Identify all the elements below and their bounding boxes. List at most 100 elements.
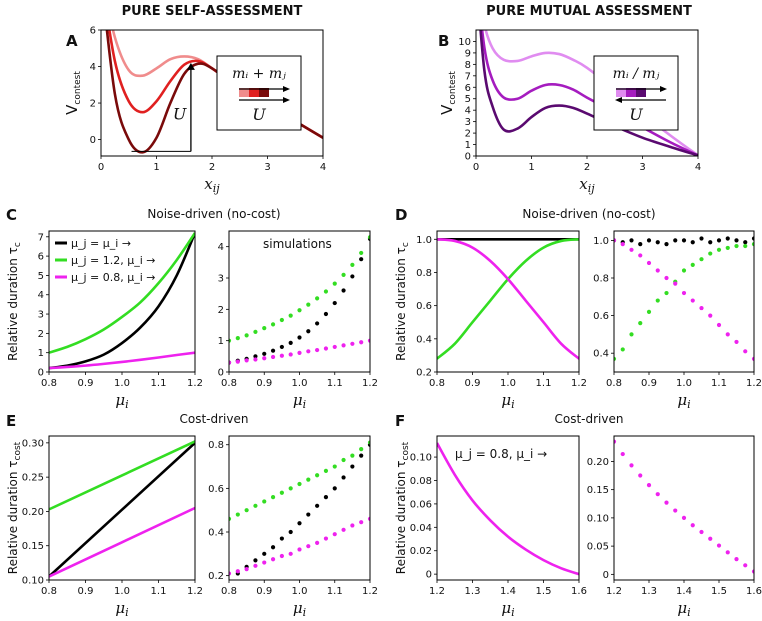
data-point-black bbox=[253, 558, 258, 563]
x-tick-label: 1.6 bbox=[746, 586, 762, 597]
data-point-green bbox=[235, 336, 240, 341]
x-tick-label: 1.5 bbox=[536, 586, 552, 597]
data-point-green bbox=[253, 329, 258, 334]
y-tick-label: 0.10 bbox=[587, 513, 609, 524]
y-tick-label: 0 bbox=[90, 135, 96, 146]
legend-arrow-top-head bbox=[283, 86, 290, 92]
data-point-magenta bbox=[743, 563, 748, 568]
data-point-magenta bbox=[279, 553, 284, 559]
y-tick-label: 1.0 bbox=[416, 235, 432, 246]
data-point-magenta bbox=[690, 523, 695, 528]
data-point-green bbox=[306, 302, 311, 307]
series-line-green bbox=[49, 232, 195, 354]
x-tick-label: 0.8 bbox=[221, 586, 237, 597]
data-point-black bbox=[332, 486, 337, 491]
legend-top-label: mᵢ / mⱼ bbox=[613, 66, 660, 82]
data-point-green bbox=[350, 453, 355, 458]
series-group bbox=[614, 439, 754, 574]
data-point-magenta bbox=[297, 547, 302, 552]
x-tick-label: 1.0 bbox=[292, 586, 308, 597]
data-point-black bbox=[341, 288, 346, 293]
data-point-black bbox=[262, 551, 267, 556]
y-tick-label: 4 bbox=[90, 62, 96, 73]
data-point-green bbox=[646, 309, 652, 314]
data-point-magenta bbox=[288, 352, 293, 357]
y-tick-label: 0.08 bbox=[410, 476, 432, 487]
data-point-magenta bbox=[235, 359, 240, 364]
data-point-magenta bbox=[620, 451, 625, 457]
chart-e-right: 0.8 0.9 1.0 1.1 1.2 0.2 0.4 0.6 0.8 μi bbox=[208, 435, 378, 619]
data-point-magenta bbox=[262, 560, 267, 565]
data-point-green bbox=[323, 289, 329, 294]
data-point-magenta bbox=[279, 353, 284, 358]
data-point-green bbox=[341, 272, 346, 277]
data-point-green bbox=[655, 298, 660, 303]
y-axis-label: Vcontest bbox=[63, 71, 83, 115]
data-point-magenta bbox=[297, 350, 302, 355]
y-tick-label: 6 bbox=[38, 252, 44, 263]
data-point-green bbox=[229, 516, 232, 522]
data-point-magenta bbox=[673, 508, 678, 513]
data-point-black bbox=[708, 240, 713, 245]
x-tick-label: 0.8 bbox=[41, 378, 57, 389]
y-tick-label: 2 bbox=[38, 329, 44, 340]
u-label: U bbox=[173, 104, 187, 123]
x-tick-label: 1.0 bbox=[114, 586, 130, 597]
x-tick-label: 0.8 bbox=[221, 378, 237, 389]
data-point-green bbox=[359, 250, 364, 256]
data-point-magenta bbox=[323, 536, 329, 541]
series-group bbox=[49, 232, 195, 370]
x-tick-label: 0.9 bbox=[256, 378, 272, 389]
y-tick-label: 0.20 bbox=[587, 457, 609, 468]
x-tick-label: 1.2 bbox=[362, 586, 378, 597]
data-point-magenta bbox=[664, 275, 669, 281]
data-point-magenta bbox=[690, 298, 695, 303]
x-tick-label: 2 bbox=[209, 162, 215, 173]
axes-frame bbox=[228, 435, 371, 581]
y-tick-label: 2 bbox=[465, 129, 471, 140]
series-line-magenta bbox=[49, 506, 195, 578]
data-point-magenta bbox=[681, 515, 687, 520]
legend-swatch bbox=[259, 88, 269, 97]
legend-entry: μ_j = μ_i → bbox=[71, 237, 131, 250]
y-tick-label: 1 bbox=[38, 348, 44, 359]
x-tick-label: 0.9 bbox=[256, 586, 272, 597]
panel-label-a: A bbox=[66, 32, 78, 50]
data-point-magenta bbox=[743, 349, 748, 354]
data-point-magenta bbox=[734, 339, 739, 345]
data-point-green bbox=[699, 257, 704, 262]
chart-d-right: 0.8 0.9 1.0 1.1 1.2 0.4 0.6 0.8 1.0 μi bbox=[593, 230, 762, 411]
data-point-magenta bbox=[708, 313, 713, 318]
data-point-black bbox=[751, 236, 754, 241]
y-tick-label: 0.25 bbox=[22, 473, 44, 484]
x-tick-label: 3 bbox=[639, 162, 645, 173]
data-point-magenta bbox=[359, 520, 364, 525]
x-tick-label: 0.9 bbox=[465, 378, 481, 389]
y-axis-label: Vcontest bbox=[438, 71, 458, 115]
y-tick-label: 0.4 bbox=[416, 334, 432, 345]
header-self-assessment: PURE SELF-ASSESSMENT bbox=[122, 4, 303, 19]
panel-label-b: B bbox=[438, 32, 449, 50]
data-point-green bbox=[367, 440, 370, 445]
y-tick-label: 10 bbox=[458, 37, 471, 48]
chart-f-right: 1.2 1.3 1.4 1.5 1.6 0 0.05 0.10 0.15 0.20 μi bbox=[587, 435, 762, 619]
data-point-black bbox=[253, 354, 258, 359]
data-point-black bbox=[270, 348, 276, 353]
data-point-magenta bbox=[323, 346, 329, 351]
series-group bbox=[229, 440, 370, 576]
data-point-magenta bbox=[638, 253, 643, 258]
y-tick-label: 0.10 bbox=[410, 453, 432, 464]
data-point-green bbox=[716, 247, 722, 252]
data-point-magenta bbox=[270, 354, 276, 360]
y-tick-label: 0 bbox=[38, 368, 44, 379]
data-point-magenta bbox=[655, 268, 660, 273]
y-tick-label: 4 bbox=[465, 106, 471, 117]
y-tick-label: 6 bbox=[465, 83, 471, 94]
data-point-green bbox=[306, 477, 311, 482]
x-tick-label: 1.0 bbox=[500, 378, 516, 389]
data-point-green bbox=[253, 503, 258, 508]
legend-arrow-bottom-head bbox=[283, 97, 290, 103]
data-point-magenta bbox=[315, 347, 320, 353]
data-point-magenta bbox=[681, 290, 687, 296]
